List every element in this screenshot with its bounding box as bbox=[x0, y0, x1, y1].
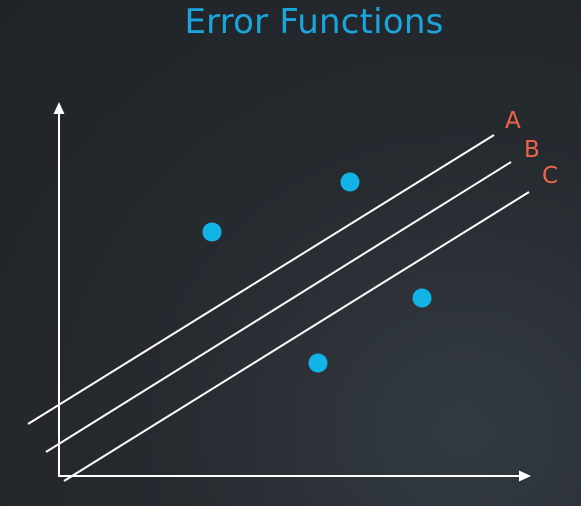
x-axis-arrowhead bbox=[519, 470, 531, 482]
line-b bbox=[45, 161, 512, 453]
data-point bbox=[412, 288, 432, 308]
slide-title: Error Functions bbox=[184, 2, 444, 42]
data-point bbox=[340, 172, 360, 192]
y-axis-arrowhead bbox=[53, 102, 65, 114]
line-c-label: C bbox=[542, 163, 558, 189]
line-a-label: A bbox=[505, 108, 521, 134]
line-a bbox=[27, 134, 495, 425]
line-c bbox=[63, 191, 530, 482]
data-point bbox=[202, 222, 222, 242]
line-b-label: B bbox=[524, 137, 540, 163]
data-point bbox=[308, 353, 328, 373]
